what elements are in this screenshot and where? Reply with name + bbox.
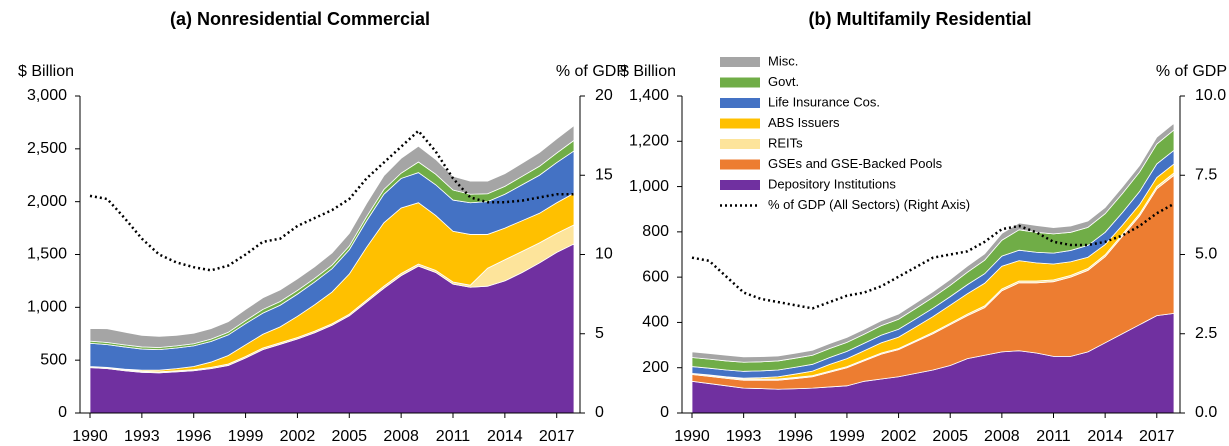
- x-tick-label: 2011: [1036, 428, 1071, 445]
- chart-title: (a) Nonresidential Commercial: [170, 9, 430, 29]
- y-axis-title: $ Billion: [18, 63, 74, 80]
- y-tick-label: 600: [642, 268, 669, 285]
- y-tick-label: 800: [642, 223, 669, 240]
- x-tick-label: 1993: [726, 428, 762, 445]
- x-tick-label: 2008: [984, 428, 1020, 445]
- y-tick-label: 3,000: [27, 87, 67, 104]
- y-tick-label: 1,400: [629, 87, 669, 104]
- y2-tick-label: 20: [595, 87, 613, 104]
- legend-swatch: [720, 139, 760, 149]
- x-tick-label: 1990: [674, 428, 710, 445]
- legend-label: REITs: [768, 135, 803, 150]
- x-tick-label: 2014: [1087, 428, 1123, 445]
- y2-tick-label: 10.0: [1195, 87, 1226, 104]
- legend-label: % of GDP (All Sectors) (Right Axis): [768, 197, 970, 212]
- y-tick-label: 1,500: [27, 246, 67, 263]
- x-tick-label: 2011: [436, 428, 471, 445]
- legend-swatch: [720, 77, 760, 88]
- x-tick-label: 1990: [72, 428, 108, 445]
- chart-title: (b) Multifamily Residential: [808, 9, 1031, 29]
- y2-tick-label: 15: [595, 166, 613, 183]
- x-tick-label: 1999: [829, 428, 865, 445]
- y-tick-label: 2,000: [27, 193, 67, 210]
- legend-swatch: [720, 98, 760, 108]
- y-tick-label: 2,500: [27, 140, 67, 157]
- x-tick-label: 2017: [539, 428, 575, 445]
- legend-swatch: [720, 159, 760, 170]
- x-tick-label: 2002: [881, 428, 917, 445]
- x-tick-label: 2005: [331, 428, 367, 445]
- x-tick-label: 2005: [932, 428, 968, 445]
- legend-swatch: [720, 180, 760, 190]
- y2-tick-label: 5.0: [1195, 246, 1217, 263]
- legend-label: ABS Issuers: [768, 115, 840, 130]
- y2-tick-label: 0: [595, 404, 604, 421]
- legend-label: Depository Institutions: [768, 176, 896, 191]
- x-tick-label: 1993: [124, 428, 160, 445]
- legend-label: GSEs and GSE-Backed Pools: [768, 156, 943, 171]
- y2-axis-title: % of GDP: [1156, 63, 1227, 80]
- y-tick-label: 500: [40, 351, 67, 368]
- x-tick-label: 2002: [280, 428, 316, 445]
- x-tick-label: 2014: [487, 428, 523, 445]
- area: [691, 122, 1175, 363]
- y-tick-label: 1,000: [629, 178, 669, 195]
- y2-tick-label: 2.5: [1195, 325, 1217, 342]
- chart: (a) Nonresidential Commercial $ Billion % …: [18, 9, 627, 445]
- y2-tick-label: 10: [595, 246, 613, 263]
- line: [89, 129, 574, 272]
- y2-axis-title: % of GDP: [556, 63, 627, 80]
- area: [89, 124, 575, 348]
- y2-tick-label: 5: [595, 325, 604, 342]
- legend-label: Life Insurance Cos.: [768, 94, 880, 109]
- y-tick-label: 1,000: [27, 299, 67, 316]
- y2-tick-label: 0.0: [1195, 404, 1217, 421]
- y-tick-label: 0: [58, 404, 67, 421]
- legend-swatch: [720, 57, 760, 67]
- y2-tick-label: 7.5: [1195, 166, 1217, 183]
- y-tick-label: 400: [642, 314, 669, 331]
- y-tick-label: 200: [642, 359, 669, 376]
- x-tick-label: 1996: [777, 428, 813, 445]
- legend-label: Misc.: [768, 53, 798, 68]
- legend-label: Govt.: [768, 74, 799, 89]
- y-tick-label: 1,200: [629, 133, 669, 150]
- x-tick-label: 1999: [228, 428, 264, 445]
- y-tick-label: 0: [660, 404, 669, 421]
- x-tick-label: 2008: [383, 428, 419, 445]
- x-tick-label: 2017: [1139, 428, 1175, 445]
- y-axis-title: $ Billion: [620, 63, 676, 80]
- x-tick-label: 1996: [176, 428, 212, 445]
- line: [691, 202, 1175, 310]
- chart: (b) Multifamily Residential $ Billion % of…: [620, 9, 1227, 445]
- legend-swatch: [720, 118, 760, 129]
